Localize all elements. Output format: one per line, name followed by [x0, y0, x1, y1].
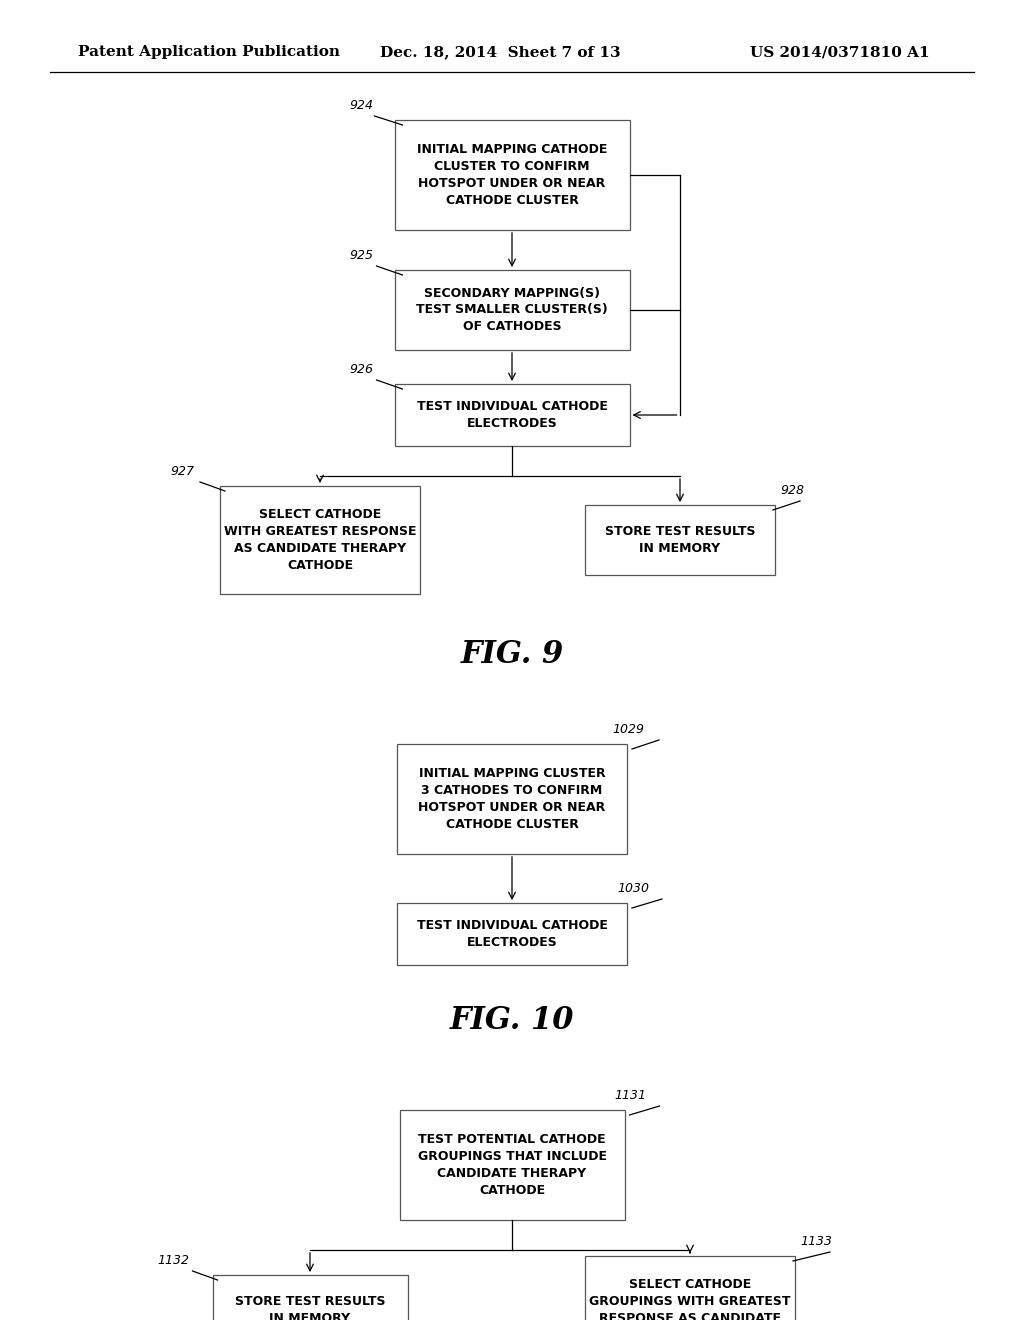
- Text: Dec. 18, 2014  Sheet 7 of 13: Dec. 18, 2014 Sheet 7 of 13: [380, 45, 621, 59]
- Text: 924: 924: [349, 99, 374, 112]
- Text: STORE TEST RESULTS
IN MEMORY: STORE TEST RESULTS IN MEMORY: [234, 1295, 385, 1320]
- Text: TEST POTENTIAL CATHODE
GROUPINGS THAT INCLUDE
CANDIDATE THERAPY
CATHODE: TEST POTENTIAL CATHODE GROUPINGS THAT IN…: [418, 1133, 606, 1197]
- Bar: [585, 506, 775, 576]
- Text: INITIAL MAPPING CATHODE
CLUSTER TO CONFIRM
HOTSPOT UNDER OR NEAR
CATHODE CLUSTER: INITIAL MAPPING CATHODE CLUSTER TO CONFI…: [417, 143, 607, 207]
- Text: STORE TEST RESULTS
IN MEMORY: STORE TEST RESULTS IN MEMORY: [605, 525, 756, 554]
- Bar: [394, 120, 630, 230]
- Text: 926: 926: [349, 363, 374, 376]
- Bar: [397, 903, 627, 965]
- Text: 1131: 1131: [614, 1089, 646, 1102]
- Text: TEST INDIVIDUAL CATHODE
ELECTRODES: TEST INDIVIDUAL CATHODE ELECTRODES: [417, 919, 607, 949]
- Text: SELECT CATHODE
WITH GREATEST RESPONSE
AS CANDIDATE THERAPY
CATHODE: SELECT CATHODE WITH GREATEST RESPONSE AS…: [224, 508, 416, 572]
- Text: SELECT CATHODE
GROUPINGS WITH GREATEST
RESPONSE AS CANDIDATE
THERAPY CATHODE GRO: SELECT CATHODE GROUPINGS WITH GREATEST R…: [583, 1278, 798, 1320]
- Bar: [394, 384, 630, 446]
- Text: 1030: 1030: [617, 882, 649, 895]
- Text: 927: 927: [170, 465, 194, 478]
- Text: Patent Application Publication: Patent Application Publication: [78, 45, 340, 59]
- Text: 1132: 1132: [158, 1254, 189, 1267]
- Text: FIG. 9: FIG. 9: [461, 639, 563, 671]
- Bar: [394, 271, 630, 350]
- Text: FIG. 10: FIG. 10: [450, 1005, 574, 1036]
- Text: SECONDARY MAPPING(S)
TEST SMALLER CLUSTER(S)
OF CATHODES: SECONDARY MAPPING(S) TEST SMALLER CLUSTE…: [416, 286, 608, 334]
- Bar: [399, 1110, 625, 1220]
- Bar: [220, 486, 420, 594]
- Text: INITIAL MAPPING CLUSTER
3 CATHODES TO CONFIRM
HOTSPOT UNDER OR NEAR
CATHODE CLUS: INITIAL MAPPING CLUSTER 3 CATHODES TO CO…: [419, 767, 605, 832]
- Bar: [585, 1257, 795, 1320]
- Bar: [397, 744, 627, 854]
- Text: 925: 925: [349, 249, 374, 261]
- Bar: [213, 1275, 408, 1320]
- Text: US 2014/0371810 A1: US 2014/0371810 A1: [750, 45, 930, 59]
- Text: 928: 928: [780, 484, 804, 498]
- Text: TEST INDIVIDUAL CATHODE
ELECTRODES: TEST INDIVIDUAL CATHODE ELECTRODES: [417, 400, 607, 430]
- Text: 1133: 1133: [800, 1236, 831, 1247]
- Text: 1029: 1029: [612, 723, 644, 737]
